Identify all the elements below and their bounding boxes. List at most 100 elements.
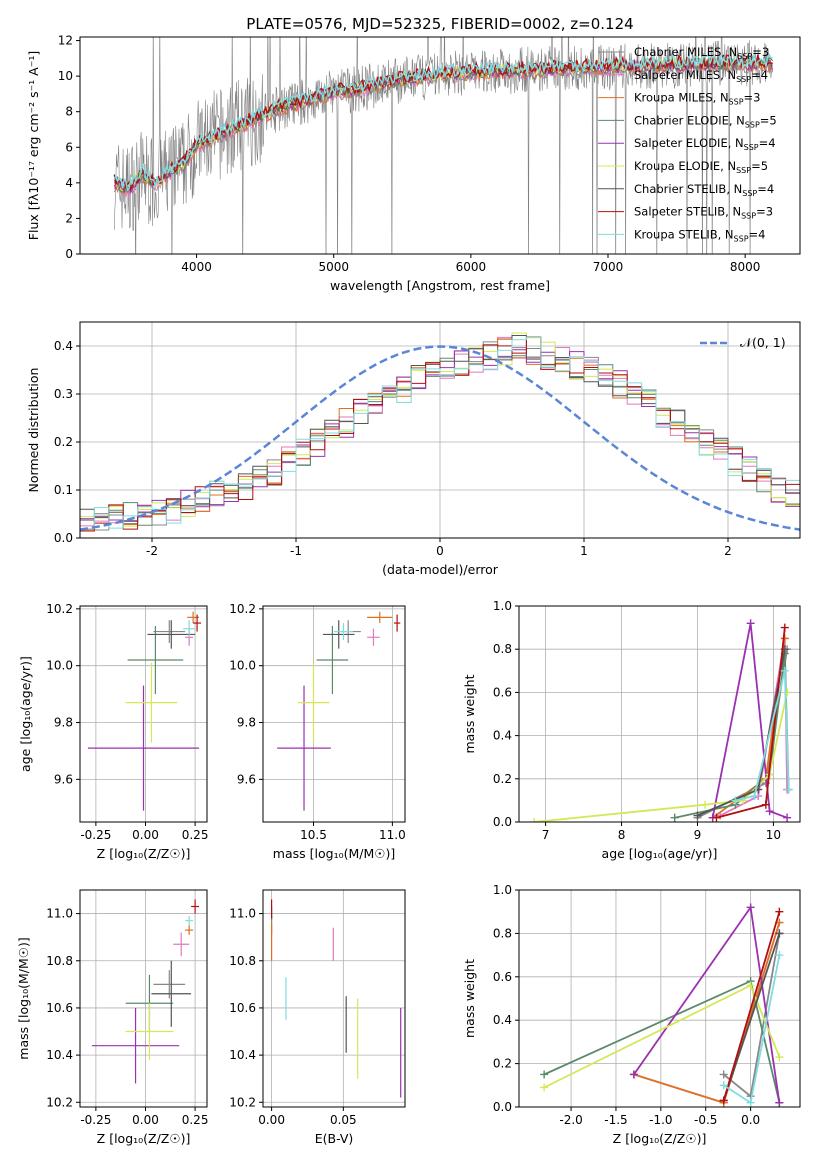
- x-tick-label: 10.5: [300, 828, 327, 842]
- y-tick-label: 2: [65, 211, 73, 225]
- y-tick-label: 8: [65, 105, 73, 119]
- legend-subscript: SSP: [742, 189, 757, 198]
- legend-subscript: SSP: [745, 120, 760, 129]
- legend-subscript: SSP: [744, 143, 759, 152]
- y-axis-label: mass [log₁₀(M/M☉)]: [16, 937, 31, 1059]
- weight-marker-8: [731, 796, 740, 805]
- mass-weight-vs-age-panel: 7 8 9 10 0.0 0.2 0.4 0.6 0.8 1.0 age [log₁₀(age/yr…: [462, 599, 801, 861]
- plot-area: [540, 903, 784, 1107]
- legend-entry: Salpeter MILES, NSSP=4: [634, 68, 768, 84]
- y-tick-label: 9.6: [54, 772, 73, 786]
- x-axis-label: E(B-V): [315, 1131, 354, 1146]
- x-tick-label: 0.00: [258, 1113, 285, 1127]
- weight-marker-5: [540, 1083, 549, 1092]
- y-tick-label: 9.8: [237, 716, 256, 730]
- weight-marker-7: [775, 907, 784, 916]
- normal-reference-curve: [80, 345, 800, 531]
- legend-entry: Kroupa MILES, NSSP=3: [634, 91, 760, 107]
- legend-value: =4: [751, 68, 768, 82]
- x-tick-label: -2.0: [559, 1113, 582, 1127]
- y-tick-label: 10.0: [46, 659, 73, 673]
- y-axis-label: mass weight: [462, 674, 477, 753]
- mass-weight-vs-Z-panel: -2.0 -1.5 -1.0 -0.5 0.0 0.0 0.2 0.4 0.6 0.8 1.0 Z […: [462, 883, 801, 1146]
- plot-area: [91, 899, 200, 1084]
- weight-marker-8: [719, 1081, 728, 1090]
- weight-marker-5: [775, 1053, 784, 1062]
- x-tick-label: 0.05: [330, 1113, 357, 1127]
- model-spectrum-8: [113, 51, 773, 192]
- y-tick-label: 9.6: [237, 772, 256, 786]
- plot-area: [530, 619, 793, 822]
- x-tick-label: 11.0: [379, 828, 406, 842]
- axes-frame: [518, 889, 801, 1108]
- plot-area: [80, 332, 800, 532]
- x-tick-label: -1: [290, 544, 302, 558]
- weight-marker-4: [765, 807, 774, 816]
- weight-marker-5: [701, 800, 710, 809]
- y-tick-label: 12: [58, 34, 73, 48]
- y-tick-label: 0.0: [493, 1100, 512, 1114]
- weight-marker-8: [775, 951, 784, 960]
- residuals-panel: -2 -1 0 1 2 0.0 0.1 0.2 0.3 0.4 (data-model)/error…: [26, 321, 801, 577]
- legend-subscript: SSP: [741, 212, 756, 221]
- mass-vs-Z-panel: -0.25 0.00 0.25 10.2 10.4 10.6 10.8 11.0 Z [log₁…: [16, 889, 208, 1146]
- y-tick-label: 10: [58, 69, 73, 83]
- spectrum-legend: Chabrier MILES, NSSP=3 Salpeter MILES, NS…: [598, 45, 777, 243]
- x-tick-label: 9: [694, 828, 702, 842]
- x-tick-label: 6000: [456, 260, 487, 274]
- weight-marker-4: [746, 903, 755, 912]
- y-tick-label: 0.2: [54, 435, 73, 449]
- weight-line-8: [735, 670, 790, 802]
- weight-marker-3: [670, 813, 679, 822]
- y-tick-label: 0.3: [54, 387, 73, 401]
- weight-line-6: [722, 933, 781, 1101]
- x-tick-label: -0.25: [80, 1113, 111, 1127]
- legend-entry: Chabrier ELODIE, NSSP=5: [634, 113, 777, 129]
- y-tick-label: 10.4: [229, 1048, 256, 1062]
- weight-marker-7: [719, 1096, 728, 1105]
- x-tick-label: 2: [724, 544, 732, 558]
- y-tick-label: 10.2: [46, 1095, 73, 1109]
- x-tick-label: 0.00: [132, 1113, 159, 1127]
- axes-frame: [262, 605, 406, 823]
- x-tick-label: 8000: [730, 260, 761, 274]
- y-tick-label: 10.8: [229, 954, 256, 968]
- plot-area: [113, 37, 774, 254]
- weight-marker-4: [783, 813, 792, 822]
- y-tick-label: 10.2: [229, 1095, 256, 1109]
- legend-value: =3: [756, 205, 773, 219]
- axes-frame: [518, 605, 801, 823]
- y-tick-label: 0.1: [54, 483, 73, 497]
- legend-value: =4: [749, 227, 766, 241]
- weight-marker-5: [530, 818, 539, 822]
- weight-marker-3: [540, 1070, 549, 1079]
- y-tick-label: 10.6: [46, 1001, 73, 1015]
- legend-value: =3: [752, 45, 769, 59]
- x-axis-label: wavelength [Angstrom, rest frame]: [330, 278, 550, 293]
- weight-marker-6: [775, 929, 784, 938]
- x-tick-label: 7: [542, 828, 550, 842]
- weight-marker-5: [739, 796, 748, 805]
- legend-subscript: SSP: [736, 166, 751, 175]
- y-tick-label: 0.6: [493, 685, 512, 699]
- x-tick-label: 7000: [593, 260, 624, 274]
- plot-area: [271, 899, 402, 1098]
- weight-line-4: [711, 623, 788, 819]
- legend-value: =3: [744, 91, 761, 105]
- x-tick-label: 0: [436, 544, 444, 558]
- weight-marker-8: [746, 1098, 755, 1107]
- y-tick-label: 0.6: [493, 970, 512, 984]
- y-tick-label: 10.6: [229, 1001, 256, 1015]
- x-tick-label: -0.5: [694, 1113, 717, 1127]
- y-tick-label: 6: [65, 140, 73, 154]
- y-tick-label: 4: [65, 176, 73, 190]
- x-tick-label: 5000: [318, 260, 349, 274]
- axes-frame: [262, 889, 406, 1108]
- x-axis-label: (data-model)/error: [382, 562, 499, 577]
- y-tick-label: 10.2: [229, 602, 256, 616]
- x-tick-label: -1.0: [649, 1113, 672, 1127]
- y-tick-label: 1.0: [493, 599, 512, 613]
- x-tick-label: -0.25: [80, 828, 111, 842]
- x-tick-label: 8: [618, 828, 626, 842]
